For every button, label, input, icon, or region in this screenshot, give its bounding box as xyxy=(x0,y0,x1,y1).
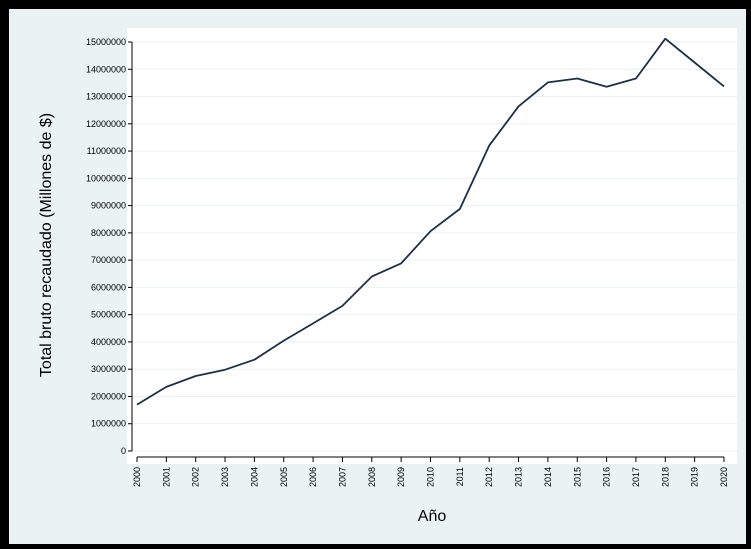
y-tick-label: 2000000 xyxy=(91,391,126,401)
x-tick-label: 2019 xyxy=(690,467,700,487)
gridlines xyxy=(132,41,737,452)
plot-area xyxy=(127,28,737,464)
x-tick-label: 2017 xyxy=(631,467,641,487)
y-tick-label: 1000000 xyxy=(91,419,126,429)
x-tick-label: 2001 xyxy=(161,467,171,487)
series-layer xyxy=(136,37,725,406)
y-tick-label: 0 xyxy=(121,446,126,456)
x-tick-label: 2010 xyxy=(426,467,436,487)
x-tick-label: 2000 xyxy=(132,467,142,487)
series-line xyxy=(136,37,725,406)
x-tick-label: 2015 xyxy=(572,467,582,487)
y-tick-label: 14000000 xyxy=(86,64,126,74)
y-tick-label: 15000000 xyxy=(86,37,126,47)
line-chart: 0 1000000 2000000 3000000 4000000 5000000 6000… xyxy=(38,28,737,525)
x-tick-label: 2018 xyxy=(660,467,670,487)
x-tick-label: 2006 xyxy=(308,467,318,487)
x-tick-label: 2002 xyxy=(191,467,201,487)
y-tick-label: 9000000 xyxy=(91,201,126,211)
x-tick-label: 2007 xyxy=(337,467,347,487)
axes: 0 1000000 2000000 3000000 4000000 5000000 6000… xyxy=(86,37,729,487)
x-tick-label: 2013 xyxy=(514,467,524,487)
x-axis-title: Año xyxy=(418,508,447,525)
y-tick-label: 13000000 xyxy=(86,92,126,102)
y-tick-label: 6000000 xyxy=(91,282,126,292)
x-tick-label: 2014 xyxy=(543,467,553,487)
x-tick-label: 2012 xyxy=(484,467,494,487)
x-tick-label: 2005 xyxy=(279,467,289,487)
y-tick-label: 3000000 xyxy=(91,364,126,374)
y-tick-label: 7000000 xyxy=(91,255,126,265)
x-tick-label: 2009 xyxy=(396,467,406,487)
y-tick-label: 8000000 xyxy=(91,228,126,238)
chart-frame: 0 1000000 2000000 3000000 4000000 5000000 6000… xyxy=(9,9,746,544)
x-tick-label: 2020 xyxy=(719,467,729,487)
y-axis-title: Total bruto recaudado (Millones de $) xyxy=(38,113,55,377)
y-tick-label: 12000000 xyxy=(86,119,126,129)
x-tick-label: 2004 xyxy=(249,467,259,487)
y-tick-label: 11000000 xyxy=(87,146,126,156)
y-tick-label: 10000000 xyxy=(86,173,126,183)
x-tick-label: 2011 xyxy=(455,467,465,486)
x-tick-label: 2003 xyxy=(220,467,230,487)
y-tick-label: 5000000 xyxy=(91,310,126,320)
x-tick-label: 2008 xyxy=(367,467,377,487)
y-tick-label: 4000000 xyxy=(91,337,126,347)
x-tick-label: 2016 xyxy=(602,467,612,487)
